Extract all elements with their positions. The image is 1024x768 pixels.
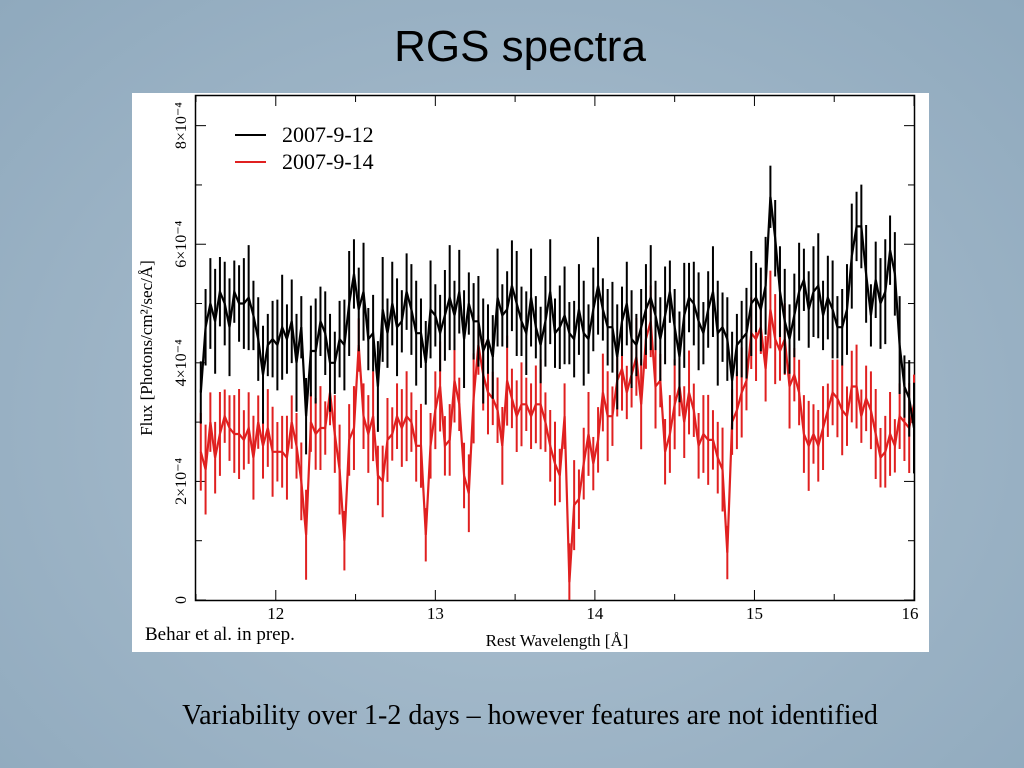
x-axis-label: Rest Wavelength [Å]	[486, 631, 629, 650]
legend: 2007-9-12 2007-9-14	[235, 122, 374, 174]
series-line-2	[199, 309, 916, 583]
slide-title: RGS spectra	[394, 22, 646, 71]
y-tick-label: 4×10⁻⁴	[173, 339, 190, 386]
y-tick-label: 0	[173, 596, 190, 604]
y-axis-label: Flux [Photons/cm²/sec/Å]	[137, 260, 156, 436]
spectrum-chart: 12 13 14 15 16 0 2×10⁻⁴ 4×10⁻⁴ 6×10⁻⁴ 8×10⁻⁴ Res…	[137, 94, 919, 650]
x-tick-label: 13	[427, 604, 444, 623]
series-2-group	[199, 270, 916, 600]
x-tick-label: 15	[746, 604, 763, 623]
series-layer	[199, 165, 916, 600]
plot-frame	[194, 94, 916, 602]
spectrum-figure: 12 13 14 15 16 0 2×10⁻⁴ 4×10⁻⁴ 6×10⁻⁴ 8×10⁻⁴ Res…	[132, 93, 929, 652]
series-1-group	[199, 165, 916, 474]
x-tick-label: 16	[902, 604, 919, 623]
y-tick-labels: 0 2×10⁻⁴ 4×10⁻⁴ 6×10⁻⁴ 8×10⁻⁴	[173, 102, 190, 604]
slide-caption: Variability over 1-2 days – however feat…	[182, 700, 878, 731]
x-tick-labels: 12 13 14 15 16	[267, 604, 918, 623]
credit-text: Behar et al. in prep.	[145, 624, 295, 645]
legend-label-series-1: 2007-9-12	[282, 122, 374, 147]
series-line-1	[199, 196, 916, 429]
x-tick-label: 14	[586, 604, 604, 623]
y-tick-label: 6×10⁻⁴	[173, 220, 190, 267]
x-tick-label: 12	[267, 604, 284, 623]
legend-label-series-2: 2007-9-14	[282, 149, 374, 174]
tick-marks	[195, 96, 915, 601]
y-tick-label: 2×10⁻⁴	[173, 457, 190, 504]
y-tick-label: 8×10⁻⁴	[173, 102, 190, 149]
